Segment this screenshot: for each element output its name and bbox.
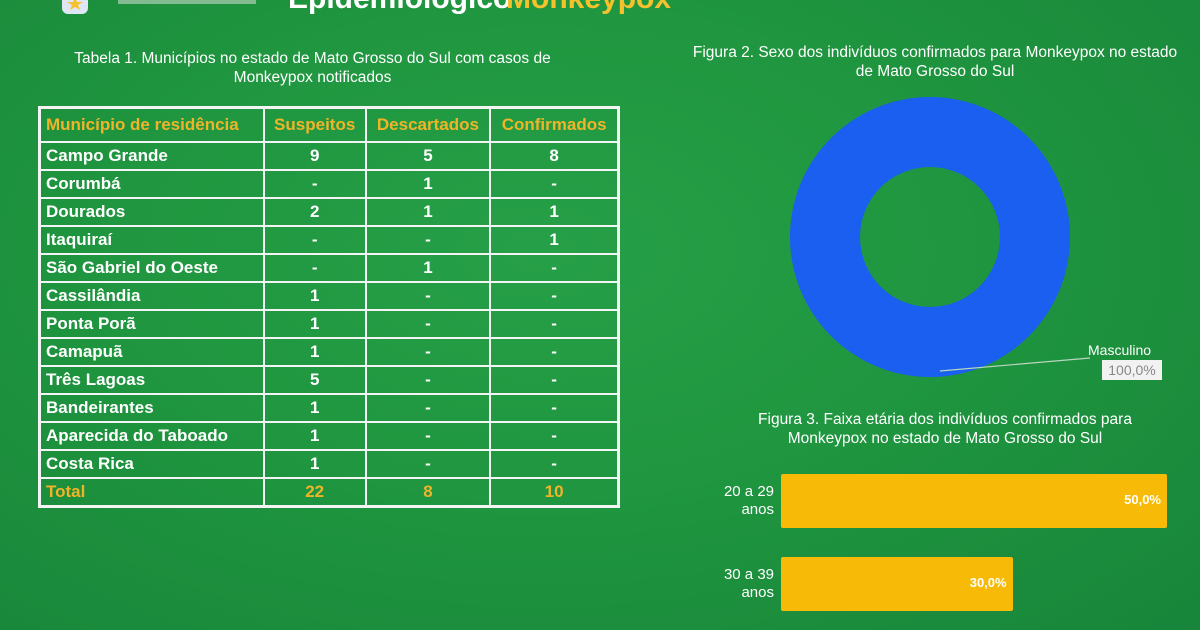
cell-confirmados: - [489,365,620,395]
cell-confirmados: - [489,253,620,283]
cell-municipio: Itaquiraí [38,225,265,255]
table-row: Ponta Porã 1- - [38,309,620,339]
table-row: Bandeirantes 1- - [38,393,620,423]
figure3-title: Figura 3. Faixa etária dos indivíduos co… [758,411,1132,447]
cell-municipio: Camapuã [38,337,265,367]
table-row: Dourados 2 1 1 [38,197,620,227]
cell-descartados: 1 [364,253,492,283]
cell-suspeitos: 1 [262,449,367,479]
table-header-row: Município de residência Suspeitos Descar… [38,106,620,143]
cell-confirmados: 10 [489,477,620,508]
cell-municipio: Ponta Porã [38,309,265,339]
table-row: Corumbá -1- [38,169,620,199]
cell-confirmados: - [489,337,620,367]
cell-municipio: Costa Rica [38,449,265,479]
header-confirmados: Confirmados [489,106,620,143]
header-suspeitos: Suspeitos [262,106,367,143]
cell-descartados: 1 [364,169,492,199]
table-row: Aparecida do Taboado 1- - [38,421,620,451]
donut-slice-masculino [790,97,1070,377]
bar-category-label: 30 a 39 anos [723,566,774,601]
cell-municipio: Dourados [38,197,265,227]
cell-confirmados: 8 [489,141,620,171]
bar-value-label: 30,0% [969,575,1007,590]
sex-donut-chart [790,97,1090,377]
donut-leader-line [939,357,1090,372]
cell-confirmados: - [489,309,620,339]
cell-confirmados: - [489,421,620,451]
cell-descartados: 5 [364,141,492,171]
table-row: Campo Grande 9 5 8 [38,141,620,171]
cell-confirmados: - [489,281,620,311]
table-row: Três Lagoas 5- - [38,365,620,395]
logo-icon [62,0,88,14]
cell-descartados: - [364,421,492,451]
cell-municipio: Total [38,477,265,508]
table-row: Costa Rica 1- - [38,449,620,479]
cell-confirmados: - [489,169,620,199]
table-row: São Gabriel do Oeste -1- [38,253,620,283]
cell-municipio: Corumbá [38,169,265,199]
bar-value-label: 50,0% [1124,492,1161,507]
cell-municipio: Aparecida do Taboado [38,421,265,451]
cell-suspeitos: 1 [262,337,367,367]
table-total-row: Total 22 8 10 [38,477,620,508]
cell-suspeitos: 2 [262,197,367,227]
donut-value-label: 100,0% [1102,360,1162,380]
table-row: Camapuã 1- - [38,337,620,367]
cell-descartados: - [364,393,492,423]
table-row: Cassilândia 1- - [38,281,620,311]
cell-confirmados: 1 [489,197,620,227]
cell-suspeitos: 1 [262,421,367,451]
figure2-title: Figura 2. Sexo dos indivíduos confirmado… [692,44,1178,80]
cell-suspeitos: - [262,225,367,255]
cell-descartados: 1 [364,197,492,227]
header-title: Epidemiológico [288,0,511,16]
cases-table: Município de residência Suspeitos Descar… [38,106,620,508]
cell-descartados: - [364,281,492,311]
age-bar: 50,0% [781,474,1167,528]
table-row: Itaquiraí - -1 [38,225,620,255]
cell-municipio: Campo Grande [38,141,265,171]
cell-municipio: Cassilândia [38,281,265,311]
cell-descartados: - [364,225,492,255]
cell-suspeitos: - [262,169,367,199]
cell-suspeitos: 22 [262,477,367,508]
cell-municipio: Bandeirantes [38,393,265,423]
cell-descartados: - [364,449,492,479]
header-descartados: Descartados [364,106,492,143]
cell-confirmados: - [489,449,620,479]
header-municipio: Município de residência [38,106,265,143]
cell-suspeitos: 9 [262,141,367,171]
cell-descartados: - [364,337,492,367]
header-ministry [118,0,256,4]
donut-legend-label: Masculino [1088,342,1152,358]
table-caption: Tabela 1. Municípios no estado de Mato G… [74,50,551,86]
cell-descartados: 8 [364,477,492,508]
cell-municipio: São Gabriel do Oeste [38,253,265,283]
age-bar: 30,0% [781,557,1013,611]
cell-descartados: - [364,309,492,339]
cell-suspeitos: 5 [262,365,367,395]
header-strip: Epidemiológico Monkeypox [0,0,1200,16]
cell-suspeitos: 1 [262,309,367,339]
bar-category-label: 20 a 29 anos [723,483,774,518]
cell-descartados: - [364,365,492,395]
cell-suspeitos: - [262,253,367,283]
cell-municipio: Três Lagoas [38,365,265,395]
cell-suspeitos: 1 [262,393,367,423]
cell-suspeitos: 1 [262,281,367,311]
header-title-accent: Monkeypox [506,0,671,16]
cell-confirmados: 1 [489,225,620,255]
cell-confirmados: - [489,393,620,423]
